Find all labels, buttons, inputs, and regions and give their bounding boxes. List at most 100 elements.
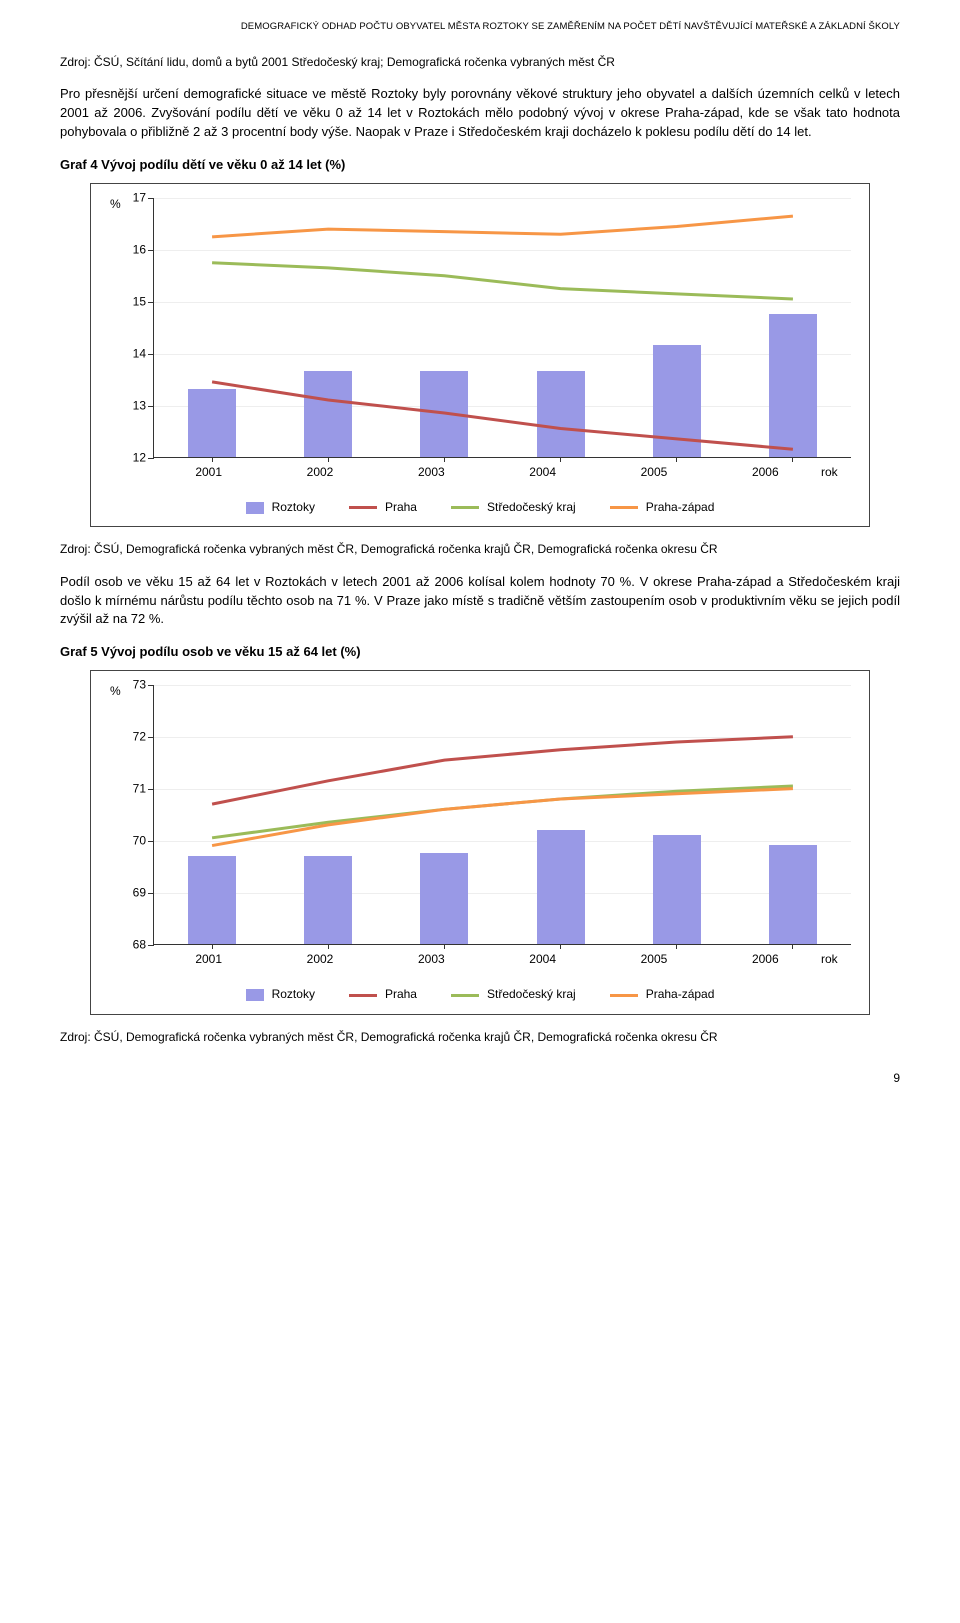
legend-item: Praha	[349, 499, 417, 516]
legend-swatch-line	[451, 994, 479, 997]
bar	[304, 856, 352, 944]
grid-line	[154, 737, 851, 738]
chart5-legend: Roztoky Praha Středočeský kraj Praha-západ	[109, 986, 851, 1003]
x-axis-label: 2001	[153, 464, 264, 481]
legend-item: Praha-západ	[610, 986, 715, 1003]
bar	[188, 389, 236, 457]
legend-label: Praha	[385, 986, 417, 1003]
legend-label: Středočeský kraj	[487, 986, 576, 1003]
document-header: DEMOGRAFICKÝ ODHAD POČTU OBYVATEL MĚSTA …	[60, 20, 900, 34]
chart5-x-labels: 200120022003200420052006rok	[153, 951, 851, 968]
chart5-container: % 686970717273 200120022003200420052006r…	[90, 670, 870, 1015]
x-axis-label: 2003	[376, 464, 487, 481]
x-axis-label: 2003	[376, 951, 487, 968]
legend-swatch-box	[246, 989, 264, 1001]
x-axis-unit: rok	[821, 951, 851, 968]
y-tick	[148, 893, 154, 894]
x-axis-label: 2002	[264, 464, 375, 481]
x-axis-label: 2001	[153, 951, 264, 968]
x-axis-label: 2004	[487, 464, 598, 481]
grid-line	[154, 250, 851, 251]
paragraph-2: Podíl osob ve věku 15 až 64 let v Roztok…	[60, 573, 900, 630]
chart4-plot: % 121314151617	[153, 198, 851, 458]
y-tick	[148, 841, 154, 842]
x-tick	[676, 944, 677, 949]
line-overlay	[154, 685, 851, 944]
x-tick	[560, 457, 561, 462]
bar	[653, 835, 701, 944]
y-axis-label: 15	[112, 293, 146, 310]
line-overlay	[154, 198, 851, 457]
y-tick	[148, 458, 154, 459]
y-axis-label: 68	[112, 936, 146, 953]
legend-label: Praha-západ	[646, 499, 715, 516]
legend-swatch-line	[610, 994, 638, 997]
x-axis-label: 2006	[710, 951, 821, 968]
bar	[537, 830, 585, 944]
bar	[769, 845, 817, 944]
legend-swatch-line	[349, 994, 377, 997]
x-axis-label: 2005	[598, 464, 709, 481]
y-axis-label: 14	[112, 345, 146, 362]
series-line	[212, 216, 793, 237]
bar	[653, 345, 701, 457]
x-tick	[792, 457, 793, 462]
bar	[188, 856, 236, 944]
y-tick	[148, 737, 154, 738]
y-tick	[148, 198, 154, 199]
grid-line	[154, 198, 851, 199]
series-line	[212, 786, 793, 838]
y-axis-label: 73	[112, 676, 146, 693]
bar	[420, 371, 468, 457]
x-axis-label: 2002	[264, 951, 375, 968]
legend-item: Středočeský kraj	[451, 986, 576, 1003]
source-note-3: Zdroj: ČSÚ, Demografická ročenka vybraný…	[60, 1029, 900, 1046]
series-line	[212, 737, 793, 804]
legend-item: Praha-západ	[610, 499, 715, 516]
grid-line	[154, 841, 851, 842]
chart4-legend: Roztoky Praha Středočeský kraj Praha-západ	[109, 499, 851, 516]
bar	[769, 314, 817, 457]
y-axis-label: 17	[112, 189, 146, 206]
y-axis-label: 70	[112, 832, 146, 849]
bar	[420, 853, 468, 944]
grid-line	[154, 406, 851, 407]
bar	[537, 371, 585, 457]
source-note-1: Zdroj: ČSÚ, Sčítání lidu, domů a bytů 20…	[60, 54, 900, 71]
chart4-container: % 121314151617 200120022003200420052006r…	[90, 183, 870, 528]
grid-line	[154, 893, 851, 894]
y-tick	[148, 250, 154, 251]
y-tick	[148, 789, 154, 790]
x-axis-label: 2006	[710, 464, 821, 481]
series-line	[212, 381, 793, 448]
page-number: 9	[60, 1070, 900, 1087]
chart4-title: Graf 4 Vývoj podílu dětí ve věku 0 až 14…	[60, 156, 900, 175]
legend-label: Praha-západ	[646, 986, 715, 1003]
legend-swatch-line	[349, 506, 377, 509]
source-note-2: Zdroj: ČSÚ, Demografická ročenka vybraný…	[60, 541, 900, 558]
grid-line	[154, 685, 851, 686]
chart5-plot: % 686970717273	[153, 685, 851, 945]
x-tick	[212, 944, 213, 949]
paragraph-1: Pro přesnější určení demografické situac…	[60, 85, 900, 142]
grid-line	[154, 302, 851, 303]
x-axis-label: 2004	[487, 951, 598, 968]
grid-line	[154, 354, 851, 355]
x-tick	[560, 944, 561, 949]
y-axis-label: 12	[112, 449, 146, 466]
y-axis-label: 13	[112, 397, 146, 414]
legend-swatch-line	[451, 506, 479, 509]
bar	[304, 371, 352, 457]
x-axis-unit: rok	[821, 464, 851, 481]
legend-item: Roztoky	[246, 499, 315, 516]
series-line	[212, 789, 793, 846]
y-tick	[148, 354, 154, 355]
legend-label: Roztoky	[272, 986, 315, 1003]
y-tick	[148, 945, 154, 946]
legend-swatch-line	[610, 506, 638, 509]
x-tick	[676, 457, 677, 462]
y-tick	[148, 302, 154, 303]
chart5-title: Graf 5 Vývoj podílu osob ve věku 15 až 6…	[60, 643, 900, 662]
x-tick	[212, 457, 213, 462]
legend-label: Středočeský kraj	[487, 499, 576, 516]
